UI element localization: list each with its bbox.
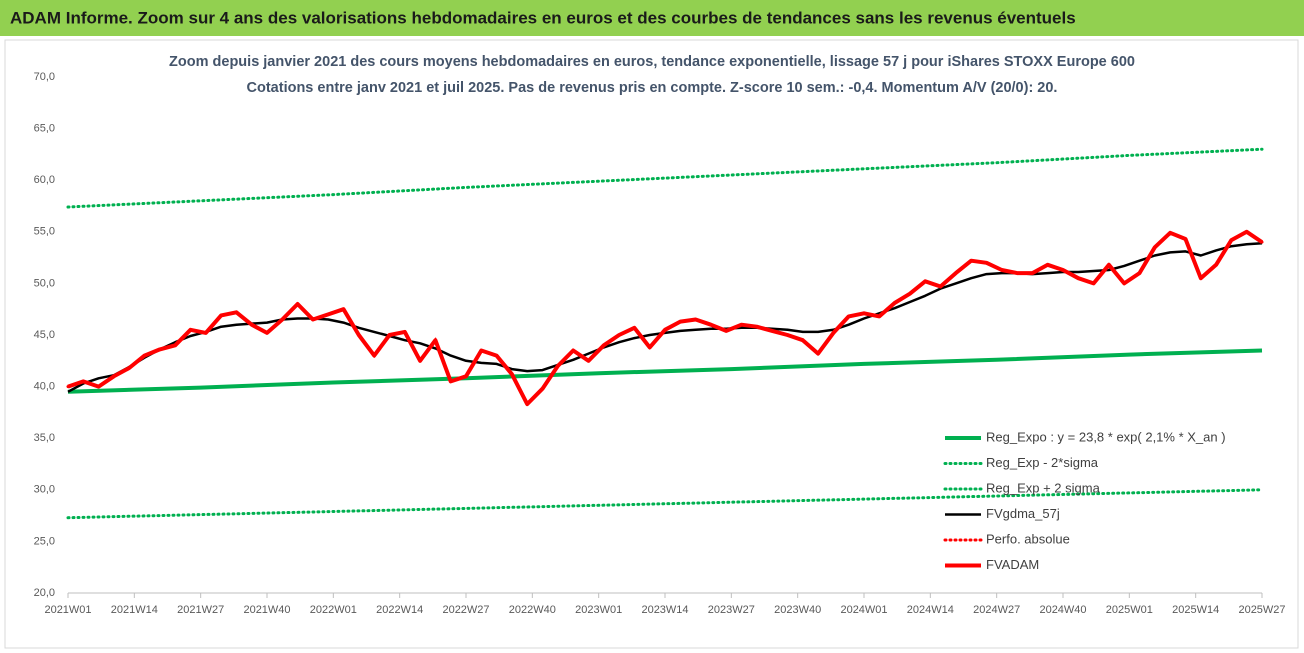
- y-tick-label: 30,0: [34, 484, 55, 496]
- legend-label: Reg_Exp + 2 sigma: [986, 480, 1101, 495]
- x-tick-label: 2025W27: [1238, 604, 1285, 616]
- y-tick-label: 55,0: [34, 226, 55, 238]
- x-tick-label: 2023W01: [575, 604, 622, 616]
- x-tick-label: 2022W01: [310, 604, 357, 616]
- legend-label: FVgdma_57j: [986, 506, 1060, 521]
- y-tick-label: 65,0: [34, 123, 55, 135]
- x-tick-label: 2024W27: [973, 604, 1020, 616]
- legend-label: Reg_Exp - 2*sigma: [986, 455, 1099, 470]
- header-bar: [0, 0, 1304, 36]
- y-tick-label: 70,0: [34, 71, 55, 83]
- chart-border: [4, 39, 1299, 649]
- y-tick-label: 50,0: [34, 277, 55, 289]
- y-tick-label: 45,0: [34, 329, 55, 341]
- x-tick-label: 2024W14: [907, 604, 954, 616]
- x-tick-label: 2023W14: [641, 604, 688, 616]
- x-tick-label: 2023W27: [708, 604, 755, 616]
- series-line: [66, 488, 1264, 520]
- y-tick-label: 35,0: [34, 432, 55, 444]
- header-title: ADAM Informe. Zoom sur 4 ans des valoris…: [10, 8, 1076, 27]
- x-tick-label: 2023W40: [774, 604, 821, 616]
- y-tick-label: 20,0: [34, 587, 55, 599]
- x-tick-label: 2021W14: [111, 604, 158, 616]
- y-tick-label: 40,0: [34, 381, 55, 393]
- legend-label: FVADAM: [986, 557, 1039, 572]
- x-tick-label: 2025W14: [1172, 604, 1219, 616]
- y-tick-label: 25,0: [34, 535, 55, 547]
- x-tick-label: 2024W01: [840, 604, 887, 616]
- x-tick-label: 2021W27: [177, 604, 224, 616]
- x-tick-label: 2022W27: [442, 604, 489, 616]
- x-tick-label: 2021W01: [44, 604, 91, 616]
- x-tick-label: 2025W01: [1106, 604, 1153, 616]
- x-tick-label: 2021W40: [243, 604, 290, 616]
- legend-label: Reg_Expo : y = 23,8 * exp( 2,1% * X_an ): [986, 429, 1226, 444]
- legend-label: Perfo. absolue: [986, 531, 1070, 546]
- chart-title: Zoom depuis janvier 2021 des cours moyen…: [169, 54, 1135, 70]
- x-tick-label: 2022W40: [509, 604, 556, 616]
- x-tick-label: 2022W14: [376, 604, 423, 616]
- series-line: [67, 229, 1264, 407]
- series-line: [67, 348, 1263, 394]
- y-tick-label: 60,0: [34, 174, 55, 186]
- chart-subtitle: Cotations entre janv 2021 et juil 2025. …: [247, 80, 1058, 96]
- series-line: [66, 147, 1264, 209]
- x-tick-label: 2024W40: [1039, 604, 1086, 616]
